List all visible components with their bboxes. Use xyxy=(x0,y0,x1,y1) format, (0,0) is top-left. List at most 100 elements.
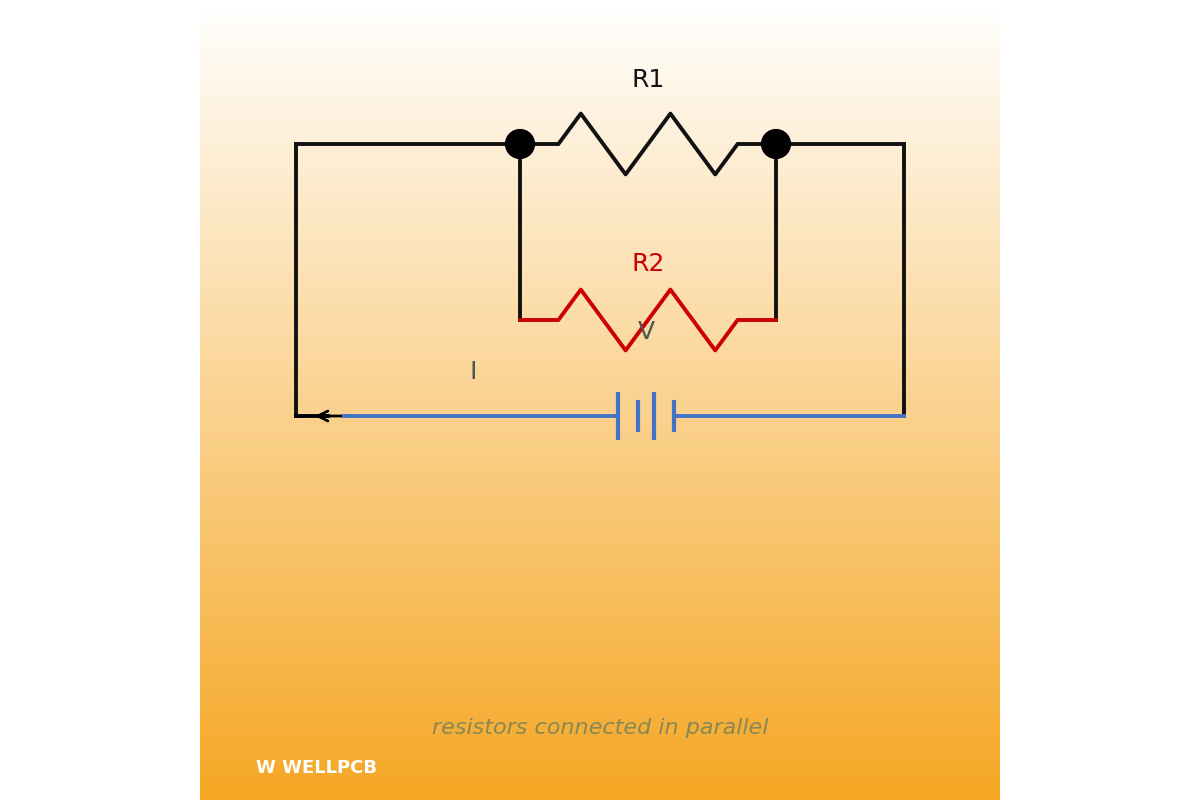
Bar xyxy=(200,608,1000,612)
Bar xyxy=(200,80,1000,84)
Bar xyxy=(200,24,1000,28)
Bar xyxy=(200,452,1000,456)
Bar xyxy=(200,296,1000,300)
Bar xyxy=(200,512,1000,516)
Bar xyxy=(200,68,1000,72)
Bar xyxy=(200,780,1000,784)
Bar xyxy=(200,156,1000,160)
Bar xyxy=(200,260,1000,264)
Bar xyxy=(200,500,1000,504)
Bar xyxy=(200,612,1000,616)
Bar xyxy=(200,128,1000,132)
Bar xyxy=(200,356,1000,360)
Bar xyxy=(200,264,1000,268)
Bar xyxy=(200,28,1000,32)
Bar xyxy=(200,528,1000,532)
Bar xyxy=(200,548,1000,552)
Bar xyxy=(200,564,1000,568)
Bar xyxy=(200,268,1000,272)
Bar xyxy=(200,396,1000,400)
Bar xyxy=(200,160,1000,164)
Bar xyxy=(200,408,1000,412)
Bar xyxy=(200,532,1000,536)
Bar xyxy=(200,316,1000,320)
Bar xyxy=(200,480,1000,484)
Bar xyxy=(200,300,1000,304)
Bar xyxy=(200,32,1000,36)
Bar xyxy=(200,280,1000,284)
Bar xyxy=(200,560,1000,564)
Bar xyxy=(200,660,1000,664)
Bar xyxy=(200,116,1000,120)
Bar xyxy=(200,224,1000,228)
Bar xyxy=(200,360,1000,364)
Text: V: V xyxy=(638,320,655,344)
Bar xyxy=(200,404,1000,408)
Bar xyxy=(200,376,1000,380)
Bar xyxy=(200,204,1000,208)
Bar xyxy=(200,432,1000,436)
Bar xyxy=(200,644,1000,648)
Bar xyxy=(200,516,1000,520)
Bar xyxy=(200,76,1000,80)
Text: R1: R1 xyxy=(631,68,665,92)
Bar xyxy=(200,496,1000,500)
Bar xyxy=(200,784,1000,788)
Bar xyxy=(200,216,1000,220)
Bar xyxy=(200,56,1000,60)
Bar xyxy=(200,144,1000,148)
Bar xyxy=(200,236,1000,240)
Bar xyxy=(200,640,1000,644)
Bar xyxy=(200,748,1000,752)
Text: resistors connected in parallel: resistors connected in parallel xyxy=(432,718,768,738)
Circle shape xyxy=(762,130,791,158)
Bar xyxy=(200,592,1000,596)
Bar xyxy=(200,184,1000,188)
Bar xyxy=(200,136,1000,140)
Bar xyxy=(200,284,1000,288)
Bar xyxy=(200,88,1000,92)
Bar xyxy=(200,628,1000,632)
Bar xyxy=(200,456,1000,460)
Bar xyxy=(200,624,1000,628)
Bar xyxy=(200,104,1000,108)
Bar xyxy=(200,536,1000,540)
Bar xyxy=(200,600,1000,604)
Bar xyxy=(200,444,1000,448)
Bar xyxy=(200,544,1000,548)
Bar xyxy=(200,336,1000,340)
Circle shape xyxy=(505,130,534,158)
Bar xyxy=(200,636,1000,640)
Bar xyxy=(200,652,1000,656)
Bar xyxy=(200,400,1000,404)
Bar xyxy=(200,120,1000,124)
Bar xyxy=(200,0,1000,4)
Bar xyxy=(200,716,1000,720)
Bar xyxy=(200,188,1000,192)
Bar xyxy=(200,372,1000,376)
Bar xyxy=(200,272,1000,276)
Bar xyxy=(200,308,1000,312)
Bar xyxy=(200,248,1000,252)
Bar xyxy=(200,760,1000,764)
Bar xyxy=(200,176,1000,180)
Bar xyxy=(200,240,1000,244)
Bar xyxy=(200,12,1000,16)
Bar xyxy=(200,92,1000,96)
Bar xyxy=(200,420,1000,424)
Bar xyxy=(200,620,1000,624)
Bar xyxy=(200,752,1000,756)
Bar xyxy=(200,756,1000,760)
Bar xyxy=(200,340,1000,344)
Bar xyxy=(200,616,1000,620)
Bar xyxy=(200,588,1000,592)
Bar xyxy=(200,244,1000,248)
Bar xyxy=(200,476,1000,480)
Bar xyxy=(200,688,1000,692)
Bar xyxy=(200,368,1000,372)
Bar xyxy=(200,732,1000,736)
Bar xyxy=(200,412,1000,416)
Bar xyxy=(200,352,1000,356)
Bar xyxy=(200,320,1000,324)
Bar xyxy=(200,84,1000,88)
